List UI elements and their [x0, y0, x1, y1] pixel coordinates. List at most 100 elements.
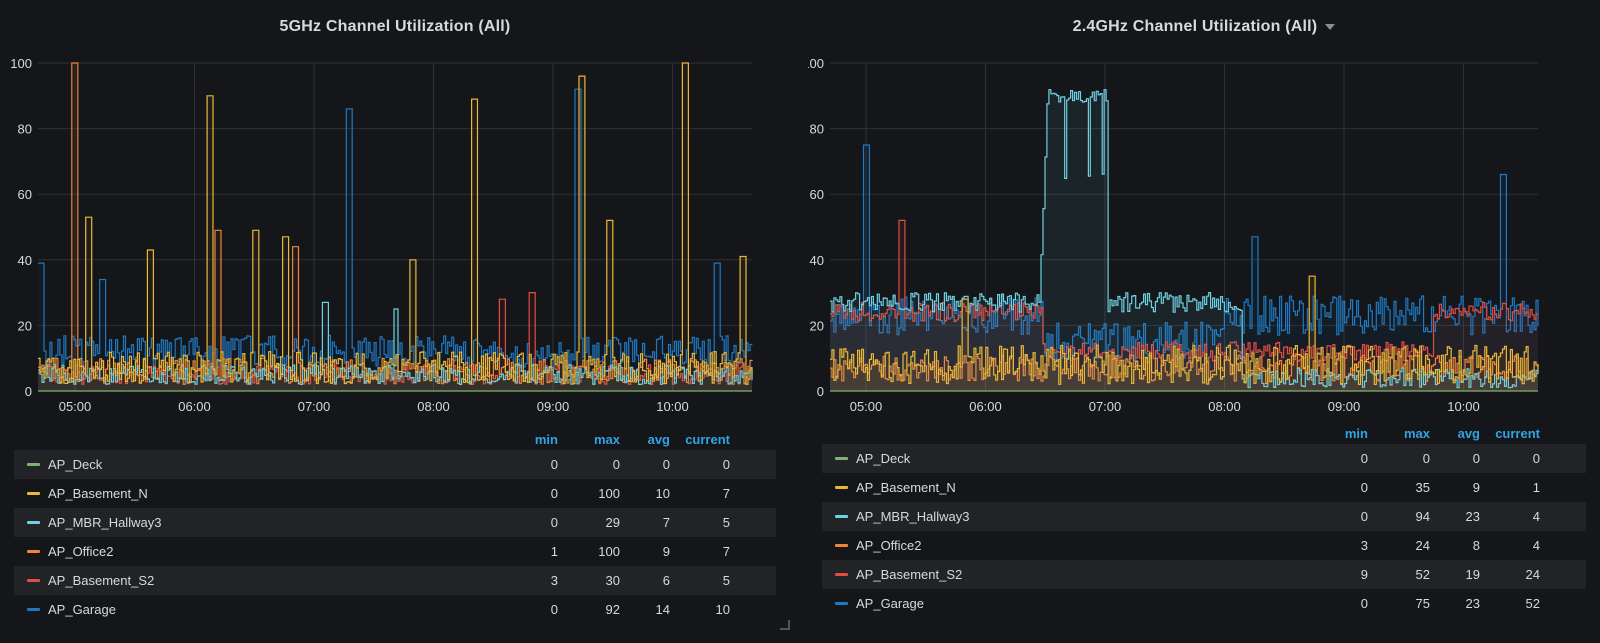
- legend-col-min[interactable]: min: [1344, 426, 1368, 441]
- legend-col-max[interactable]: max: [1403, 426, 1430, 441]
- legend-col-avg[interactable]: avg: [647, 432, 670, 447]
- legend-value-min: 0: [550, 486, 558, 501]
- legend-value-max: 94: [1415, 509, 1430, 524]
- legend-col-max[interactable]: max: [593, 432, 620, 447]
- series-area-ap_mbr_hallway3: [38, 302, 752, 391]
- y-tick-label: 80: [810, 122, 824, 137]
- legend-value-avg: 19: [1465, 567, 1480, 582]
- series-name[interactable]: AP_Office2: [856, 538, 922, 553]
- series-line-ap_mbr_hallway3[interactable]: [830, 89, 1539, 389]
- chart-24ghz[interactable]: 0 20 40 60 80 100 05:00 06:00 07:00 08:00 09:00 10:…: [808, 52, 1600, 412]
- series-name[interactable]: AP_Basement_S2: [856, 567, 963, 582]
- legend-row-ap_deck[interactable]: AP_Deck 0 0 0 0: [822, 444, 1586, 473]
- series-name[interactable]: AP_Deck: [856, 451, 911, 466]
- series-color-swatch[interactable]: [27, 521, 40, 524]
- legend-value-max: 35: [1415, 480, 1430, 495]
- series-name[interactable]: AP_MBR_Hallway3: [48, 515, 162, 530]
- panel-title-5ghz[interactable]: 5GHz Channel Utilization (All): [279, 18, 511, 35]
- legend-value-current: 5: [722, 515, 730, 530]
- series-line-ap_basement_s2[interactable]: [830, 219, 1539, 363]
- legend-col-min[interactable]: min: [534, 432, 558, 447]
- legend-header: min max avg current: [822, 422, 1586, 444]
- series-name[interactable]: AP_Office2: [48, 544, 114, 559]
- legend-value-current: 24: [1525, 567, 1540, 582]
- legend-value-min: 0: [1360, 451, 1368, 466]
- legend-row-ap_basement_s2[interactable]: AP_Basement_S2 3 30 6 5: [14, 566, 776, 595]
- legend-value-min: 3: [1360, 538, 1368, 553]
- legend-value-current: 10: [715, 602, 730, 617]
- legend-row-ap_basement_n[interactable]: AP_Basement_N 0 35 9 1: [822, 473, 1586, 502]
- series-color-swatch[interactable]: [835, 544, 848, 547]
- legend-value-max: 92: [605, 602, 620, 617]
- series-color-swatch[interactable]: [27, 492, 40, 495]
- legend-value-min: 0: [550, 602, 558, 617]
- legend-value-max: 24: [1415, 538, 1430, 553]
- series-color-swatch[interactable]: [835, 457, 848, 460]
- x-tick-label: 09:00: [1328, 399, 1361, 412]
- series-name[interactable]: AP_Basement_N: [48, 486, 148, 501]
- panel-title-24ghz[interactable]: 2.4GHz Channel Utilization (All): [808, 18, 1600, 36]
- y-tick-label: 60: [810, 187, 824, 202]
- legend-row-ap_mbr_hallway3[interactable]: AP_MBR_Hallway3 0 29 7 5: [14, 508, 776, 537]
- series-name[interactable]: AP_Garage: [48, 602, 116, 617]
- series-color-swatch[interactable]: [835, 486, 848, 489]
- series-name[interactable]: AP_Basement_S2: [48, 573, 155, 588]
- x-tick-label: 05:00: [59, 399, 92, 412]
- legend-value-avg: 10: [655, 486, 670, 501]
- legend-row-ap_deck[interactable]: AP_Deck 0 0 0 0: [14, 450, 776, 479]
- resize-handle[interactable]: [780, 620, 790, 630]
- y-tick-label: 100: [10, 56, 32, 71]
- legend-value-max: 100: [598, 544, 620, 559]
- legend-col-current[interactable]: current: [1495, 426, 1540, 441]
- chart-5ghz[interactable]: 0 20 40 60 80 100 05:00 06:00 07:00 08:00 09:00 10:…: [0, 52, 790, 412]
- y-tick-label: 60: [18, 187, 32, 202]
- series-name[interactable]: AP_MBR_Hallway3: [856, 509, 970, 524]
- series-line-ap_basement_n[interactable]: [830, 275, 1539, 385]
- legend-row-ap_office2[interactable]: AP_Office2 1 100 9 7: [14, 537, 776, 566]
- y-tick-label: 40: [810, 253, 824, 268]
- legend-value-current: 4: [1532, 509, 1540, 524]
- series-name[interactable]: AP_Basement_N: [856, 480, 956, 495]
- legend-col-avg[interactable]: avg: [1457, 426, 1480, 441]
- series-area-ap_mbr_hallway3: [830, 89, 1538, 391]
- legend-row-ap_garage[interactable]: AP_Garage 0 75 23 52: [822, 589, 1586, 618]
- series-color-swatch[interactable]: [835, 573, 848, 576]
- series-color-swatch[interactable]: [27, 463, 40, 466]
- chevron-down-icon[interactable]: [1325, 23, 1336, 30]
- series-color-swatch[interactable]: [835, 515, 848, 518]
- x-tick-label: 08:00: [417, 399, 450, 412]
- legend-value-max: 100: [598, 486, 620, 501]
- legend-row-ap_basement_s2[interactable]: AP_Basement_S2 9 52 19 24: [822, 560, 1586, 589]
- series-area-ap_office2: [38, 63, 752, 391]
- legend-row-ap_basement_n[interactable]: AP_Basement_N 0 100 10 7: [14, 479, 776, 508]
- legend-value-avg: 23: [1465, 596, 1480, 611]
- y-tick-label: 20: [18, 318, 32, 333]
- legend-row-ap_office2[interactable]: AP_Office2 3 24 8 4: [822, 531, 1586, 560]
- series-line-ap_basement_n[interactable]: [38, 62, 753, 385]
- series-name[interactable]: AP_Garage: [856, 596, 924, 611]
- legend-col-current[interactable]: current: [685, 432, 730, 447]
- legend-value-avg: 7: [662, 515, 670, 530]
- y-tick-label: 80: [18, 122, 32, 137]
- legend-value-avg: 14: [655, 602, 670, 617]
- legend-value-current: 7: [722, 544, 730, 559]
- legend-value-max: 0: [612, 457, 620, 472]
- y-tick-label: 20: [810, 318, 824, 333]
- legend-value-avg: 0: [662, 457, 670, 472]
- legend-row-ap_garage[interactable]: AP_Garage 0 92 14 10: [14, 595, 776, 624]
- legend-value-current: 1: [1532, 480, 1540, 495]
- series-color-swatch[interactable]: [835, 602, 848, 605]
- series-color-swatch[interactable]: [27, 579, 40, 582]
- legend-value-min: 0: [1360, 480, 1368, 495]
- x-tick-label: 07:00: [1089, 399, 1122, 412]
- series-name[interactable]: AP_Deck: [48, 457, 103, 472]
- legend-value-max: 29: [605, 515, 620, 530]
- series-color-swatch[interactable]: [27, 550, 40, 553]
- legend-row-ap_mbr_hallway3[interactable]: AP_MBR_Hallway3 0 94 23 4: [822, 502, 1586, 531]
- y-tick-label: 100: [808, 56, 824, 71]
- legend-value-min: 0: [1360, 596, 1368, 611]
- series-color-swatch[interactable]: [27, 608, 40, 611]
- legend-value-max: 75: [1415, 596, 1430, 611]
- legend-value-avg: 23: [1465, 509, 1480, 524]
- legend-value-max: 52: [1415, 567, 1430, 582]
